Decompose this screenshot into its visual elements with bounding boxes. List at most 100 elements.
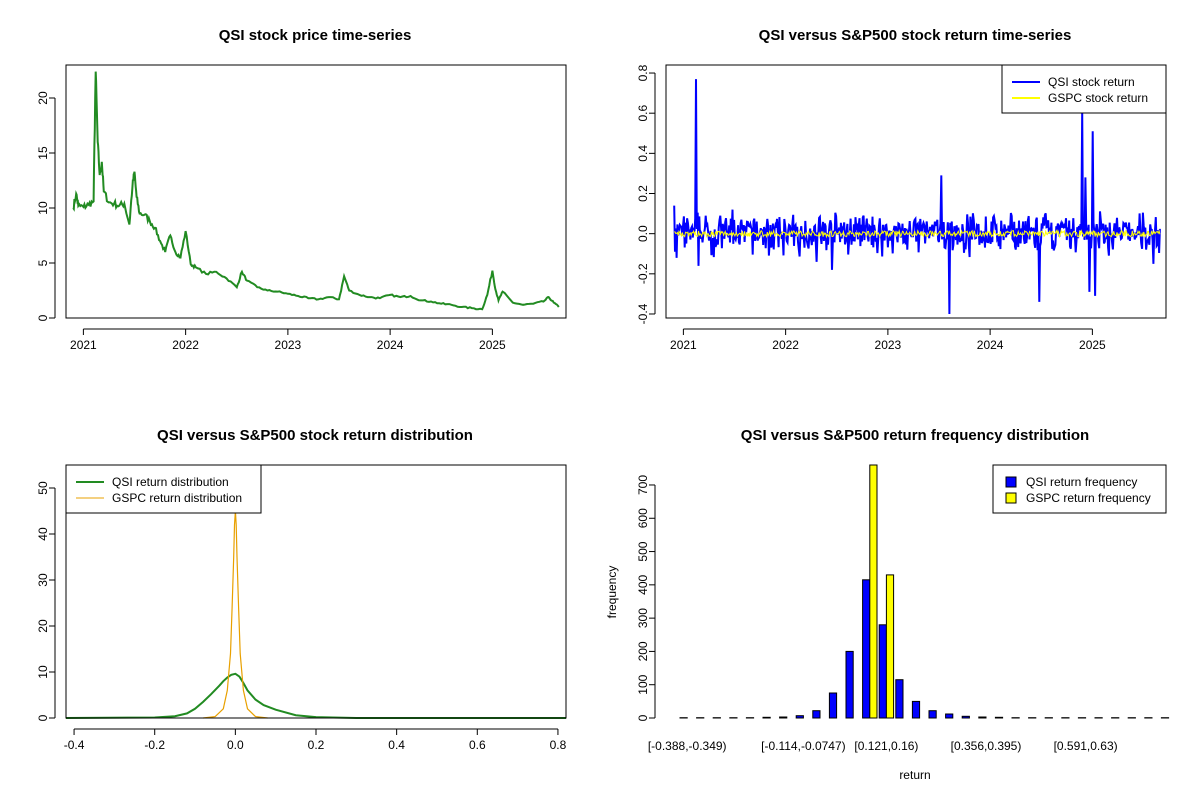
qsi-frequency-bar <box>911 700 921 719</box>
legend-box <box>1001 64 1167 114</box>
chart-title: QSI versus S&P500 stock return time-seri… <box>759 27 1072 44</box>
x-tick-label: 0.8 <box>550 738 567 752</box>
qsi-frequency-bar <box>762 716 771 719</box>
return-frequency-panel: QSI versus S&P500 return frequency distr… <box>605 427 1170 782</box>
legend-swatch-gspc <box>1005 492 1017 504</box>
qsi-frequency-bar <box>978 716 987 719</box>
x-tick-label: 0.0 <box>227 738 244 752</box>
x-tick-label: 2021 <box>70 338 97 352</box>
plot-area: -0.4 -0.2 0.0 0.2 0.4 0.6 0.8 0 10 20 30 40 50 <box>36 481 566 752</box>
x-tick-label: 2025 <box>479 338 506 352</box>
y-tick-label: 10 <box>36 665 50 679</box>
plot-area: 2021 2022 2023 2024 2025 -0.4 -0.2 0.0 0.2 0.4 0.6… <box>636 64 1161 352</box>
y-tick-label: 0 <box>636 714 650 721</box>
x-tick-label: 2022 <box>172 338 199 352</box>
y-tick-label: 0.2 <box>636 185 650 202</box>
legend-box <box>992 464 1167 514</box>
legend-box <box>65 464 262 514</box>
plot-frame <box>665 64 1167 319</box>
legend: QSI stock return GSPC stock return <box>1001 64 1167 114</box>
legend-label-qsi: QSI return frequency <box>1026 475 1137 489</box>
chart-title: QSI stock price time-series <box>219 27 412 44</box>
qsi-density-line <box>65 672 566 719</box>
x-tick-label: 2022 <box>772 338 799 352</box>
return-distribution-panel: QSI versus S&P500 stock return distribut… <box>36 427 566 752</box>
y-axis-label: frequency <box>605 566 619 619</box>
x-tick-label: 2025 <box>1079 338 1106 352</box>
x-tick-label: [0.121,0.16) <box>854 739 918 753</box>
y-tick-label: -0.4 <box>636 303 650 324</box>
plot-frame <box>65 64 567 319</box>
y-tick-label: 0 <box>36 314 50 321</box>
y-tick-label: 15 <box>36 146 50 160</box>
x-tick-label: -0.2 <box>144 738 165 752</box>
qsi-frequency-bar <box>828 692 838 719</box>
x-tick-label: 2024 <box>977 338 1004 352</box>
x-tick-label: [-0.114,-0.0747) <box>761 739 846 753</box>
y-tick-label: 0 <box>36 714 50 721</box>
x-tick-label: 0.6 <box>469 738 486 752</box>
qsi-frequency-bar <box>862 579 871 719</box>
legend-label-qsi: QSI stock return <box>1048 75 1135 89</box>
return-timeseries-panel: QSI versus S&P500 stock return time-seri… <box>636 27 1167 352</box>
y-tick-label: 0.8 <box>636 64 650 81</box>
legend: QSI return frequency GSPC return frequen… <box>992 464 1167 514</box>
y-tick-label: 400 <box>636 575 650 595</box>
gspc-density-line <box>203 510 268 719</box>
x-tick-label: -0.4 <box>64 738 85 752</box>
chart-title: QSI versus S&P500 return frequency distr… <box>741 427 1089 444</box>
qsi-frequency-bar <box>928 710 937 719</box>
price-timeseries-panel: QSI stock price time-series 2021 2022 2023… <box>36 27 567 352</box>
x-tick-label: 2023 <box>875 338 902 352</box>
y-tick-label: 0.4 <box>636 145 650 162</box>
y-tick-label: 200 <box>636 641 650 661</box>
qsi-frequency-bar <box>878 624 887 719</box>
x-tick-label: 0.2 <box>308 738 325 752</box>
qsi-frequency-bar <box>845 650 854 719</box>
y-tick-label: 0.6 <box>636 105 650 122</box>
qsi-frequency-bar <box>895 679 904 719</box>
plot-area: 0 100 200 300 400 500 600 700 [-0.388,-0.349) [-0… <box>636 464 1170 753</box>
legend: QSI return distribution GSPC return dist… <box>65 464 262 514</box>
legend-label-qsi: QSI return distribution <box>112 475 229 489</box>
y-tick-label: 300 <box>636 608 650 628</box>
y-tick-label: 40 <box>36 527 50 541</box>
qsi-return-line <box>673 79 1161 315</box>
legend-label-gspc: GSPC stock return <box>1048 91 1148 105</box>
x-tick-label: [0.591,0.63) <box>1054 739 1118 753</box>
legend-swatch-qsi <box>1005 476 1017 488</box>
y-tick-label: 0.0 <box>636 225 650 242</box>
y-tick-label: 600 <box>636 508 650 528</box>
gspc-return-line <box>674 228 1161 239</box>
x-axis-label: return <box>899 768 930 782</box>
qsi-frequency-bar <box>812 710 821 719</box>
gspc-frequency-bar <box>885 574 895 719</box>
y-tick-label: 10 <box>36 201 50 215</box>
x-tick-label: 2024 <box>377 338 404 352</box>
legend-label-gspc: GSPC return distribution <box>112 491 242 505</box>
price-series-line <box>72 71 560 311</box>
x-tick-label: [-0.388,-0.349) <box>648 739 727 753</box>
y-tick-label: 30 <box>36 573 50 587</box>
y-tick-label: 20 <box>36 619 50 633</box>
plot-frame <box>65 464 567 719</box>
x-tick-label: 0.4 <box>388 738 405 752</box>
y-tick-label: -0.2 <box>636 263 650 284</box>
y-tick-label: 500 <box>636 541 650 561</box>
x-tick-label: 2023 <box>275 338 302 352</box>
y-tick-label: 20 <box>36 91 50 105</box>
y-tick-label: 700 <box>636 475 650 495</box>
x-tick-label: 2021 <box>670 338 697 352</box>
qsi-frequency-bar <box>779 716 788 719</box>
qsi-frequency-bar <box>795 715 804 719</box>
qsi-frequency-bar <box>945 713 954 719</box>
gspc-frequency-bar <box>869 464 878 719</box>
x-tick-label: [0.356,0.395) <box>951 739 1022 753</box>
y-tick-label: 50 <box>36 481 50 495</box>
qsi-frequency-bar <box>994 716 1004 719</box>
chart-title: QSI versus S&P500 stock return distribut… <box>157 427 473 444</box>
plot-area: 2021 2022 2023 2024 2025 0 5 10 15 20 <box>36 71 560 352</box>
y-tick-label: 100 <box>636 674 650 694</box>
legend-label-gspc: GSPC return frequency <box>1026 491 1151 505</box>
